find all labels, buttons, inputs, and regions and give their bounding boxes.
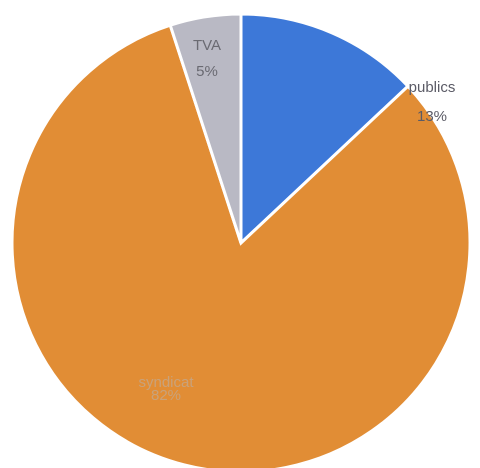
slice-label-publics: publics [409,79,456,96]
pie-slice-tva [168,12,243,244]
slice-label-tva: TVA [193,37,221,54]
pie-slices [10,12,472,468]
slice-label-syndicat: syndicat [138,374,194,391]
pie-slice-publics [239,12,411,247]
pie-slice-syndicat [10,23,472,468]
slice-value-publics: 13% [417,108,447,125]
slice-value-tva: 5% [196,63,218,80]
slice-value-syndicat: 82% [151,387,181,404]
